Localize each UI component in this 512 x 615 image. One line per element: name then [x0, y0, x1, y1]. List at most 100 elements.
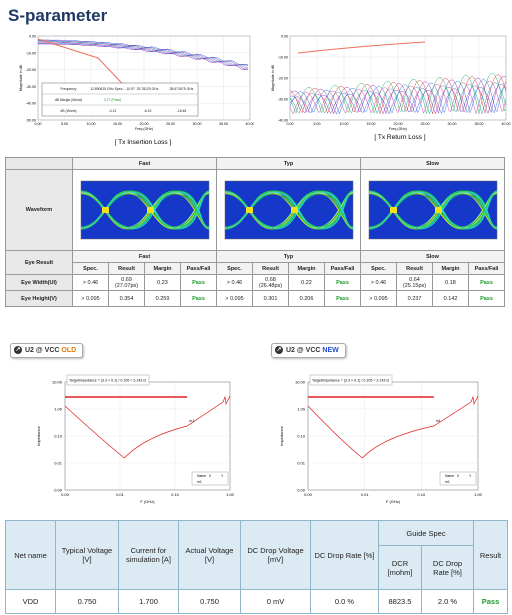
x-tick-label: 0.00: [35, 122, 42, 126]
row: Eye Height(V) > 0.095 0.354 0.259 Pass > 0.09…: [5, 290, 506, 307]
y-axis-label: Magnitude in dB: [271, 64, 275, 91]
eye-mask: [434, 207, 442, 213]
y-tick-label: -10.00: [26, 51, 36, 55]
table-cell: 12.890625 GHz Spec.: -10.97: [90, 87, 135, 91]
cell: > 0.46: [72, 274, 109, 291]
spec-line: [297, 41, 426, 54]
x-axis-label: F (GHz): [386, 499, 401, 504]
cell: Pass: [473, 589, 509, 614]
row: Fast Typ Slow: [5, 157, 506, 170]
curve: [38, 43, 249, 70]
column-header: Spec.: [360, 262, 397, 275]
cell: 0.750: [55, 589, 119, 614]
corner-header: Typ: [216, 157, 361, 170]
cell: 0.69 (27.07ps): [108, 274, 145, 291]
x-tick-label: 0.10: [171, 492, 180, 497]
y-axis-label: Impedance: [279, 425, 284, 446]
legend-header: Y: [221, 474, 224, 478]
y-axis-label: Impedance: [36, 425, 41, 446]
cell: > 0.095: [72, 290, 109, 307]
column-header: Result: [396, 262, 433, 275]
table-cell: 3.77 (Pass): [104, 98, 121, 102]
x-tick-label: 15.00: [113, 122, 122, 126]
curve: [289, 84, 507, 115]
x-tick-label: 20.00: [140, 122, 149, 126]
cell: Pass: [324, 290, 361, 307]
cell: [5, 157, 73, 170]
corner-header: Slow: [359, 157, 506, 170]
column-header: DC Drop Rate [%]: [420, 545, 475, 590]
cell: 0.237: [396, 290, 433, 307]
tag-version: NEW: [322, 347, 339, 354]
waveform-cell: [359, 169, 506, 251]
column-header: Result: [473, 520, 509, 590]
cell: 0.206: [288, 290, 325, 307]
dc-table: Net name Typical Voltage [V] Current for s…: [5, 520, 509, 614]
cell: 0.301: [252, 290, 289, 307]
target-note: TargetImpedance = (3.3 × 0.1) / 0.105 = …: [69, 379, 146, 383]
x-tick-label: 0.00: [61, 492, 70, 497]
legend-header: X: [457, 474, 460, 478]
cell: > 0.46: [360, 274, 397, 291]
table-cell: 25.78125 GHz: [137, 87, 159, 91]
eye-table: Fast Typ Slow Waveform Eye Result Fast Typ Slow…: [5, 157, 506, 307]
x-tick-label: 35.00: [475, 122, 484, 126]
curve: [38, 39, 249, 65]
table-cell: -4.21: [109, 109, 117, 113]
table-cell: -6.43: [144, 109, 152, 113]
column-header: Margin: [432, 262, 469, 275]
cell: 0.259: [144, 290, 181, 307]
eye-bg: [80, 180, 209, 240]
y-tick-label: 0.10: [54, 434, 63, 439]
column-header: Margin: [288, 262, 325, 275]
eye-mask: [389, 207, 397, 213]
waveform-cell: [72, 169, 217, 251]
eye-mask: [101, 207, 109, 213]
x-axis-label: Freq (GHz): [135, 127, 153, 131]
legend-marker: m1: [197, 480, 202, 484]
corner-header: Typ: [216, 250, 361, 263]
column-header: Spec.: [72, 262, 109, 275]
eye-mask: [146, 207, 154, 213]
caption: [ Tx Return Loss ]: [374, 134, 425, 141]
x-tick-label: 0.01: [361, 492, 370, 497]
tag-icon: ↗: [275, 346, 283, 355]
chart: 0.00-10.00-20.00-30.00-40.000.00 5.00 10.0…: [271, 35, 511, 142]
impedance-curve: [64, 395, 231, 459]
curve: [289, 74, 507, 115]
cell: Pass: [324, 274, 361, 291]
cell: > 0.095: [360, 290, 397, 307]
waveform-cell: [216, 169, 361, 251]
table-cell: -16.48: [177, 109, 187, 113]
cell: Pass: [180, 290, 217, 307]
row: DCR [mohm] DC Drop Rate [%]: [6, 545, 508, 590]
cell: VDD: [5, 589, 56, 614]
column-header: Pass/Fail: [180, 262, 217, 275]
y-tick-label: -30.00: [26, 85, 36, 89]
x-tick-label: 40.00: [502, 122, 511, 126]
corner-header: Fast: [72, 157, 217, 170]
curve: [38, 42, 249, 70]
corner-header: Slow: [359, 250, 506, 263]
y-tick-label: 0.00: [54, 488, 63, 493]
y-tick-label: 0.01: [54, 461, 63, 466]
legend-header: Name: [445, 474, 454, 478]
row-label: Eye Height(V): [5, 290, 73, 307]
curve: [289, 72, 507, 114]
y-tick-label: -10.00: [278, 56, 288, 60]
tag-text: U2 @ VCC: [286, 347, 321, 354]
cell: 0.750: [178, 589, 241, 614]
x-tick-label: 1.00: [226, 492, 235, 497]
x-tick-label: 30.00: [448, 122, 457, 126]
curve: [289, 82, 507, 115]
cell: 0.22: [288, 274, 325, 291]
y-axis-label: Magnitude in dB: [19, 64, 23, 91]
eye-mask: [290, 207, 298, 213]
cell: 1.700: [118, 589, 179, 614]
eye-diagram: [80, 180, 209, 240]
x-tick-label: 20.00: [394, 122, 403, 126]
table-cell: dB Margin (Worst): [55, 98, 82, 102]
corner-header: Fast: [72, 250, 217, 263]
table-box: [41, 82, 199, 117]
x-tick-label: 0.10: [417, 492, 426, 497]
